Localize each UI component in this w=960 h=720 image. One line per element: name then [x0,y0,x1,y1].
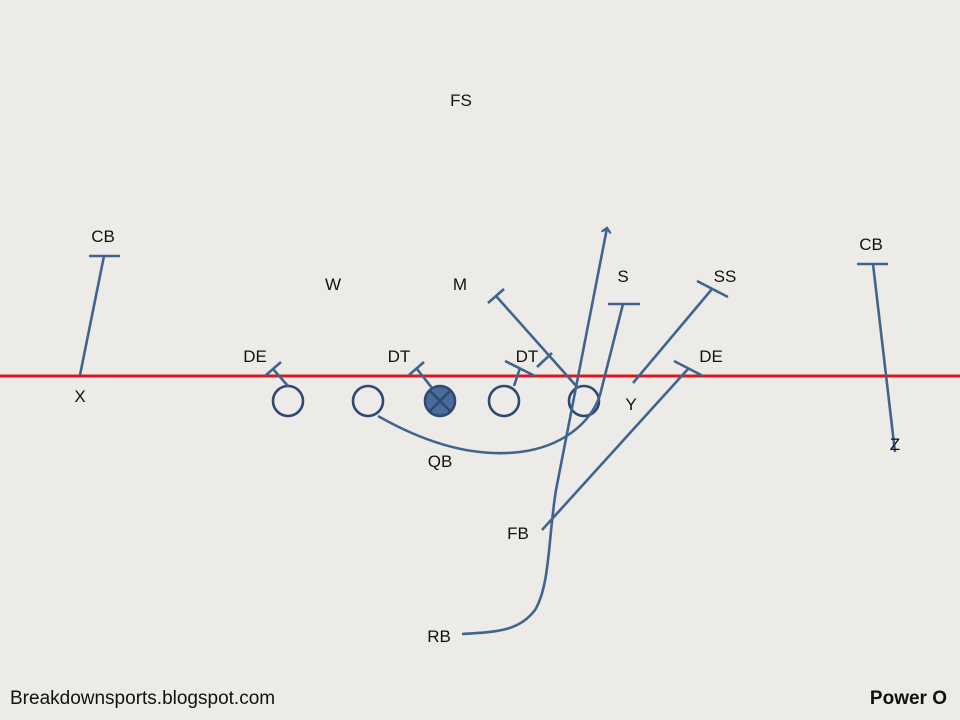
label-fs: FS [450,91,472,110]
label-rb: RB [427,627,451,646]
label-y: Y [625,395,636,414]
label-z: Z [890,435,900,454]
left-guard [351,384,385,418]
label-de-left: DE [243,347,267,366]
right-guard [487,384,521,418]
rg-block [504,359,536,387]
label-dt-left: DT [388,347,411,366]
y-block [632,279,729,384]
label-de-right: DE [699,347,723,366]
label-m: M [453,275,467,294]
center-icon [423,384,457,418]
guard-pull-route [377,302,640,455]
rb-run-arrow [461,228,607,636]
x-block [78,254,120,376]
label-fb: FB [507,524,529,543]
label-s: S [617,267,628,286]
label-dt-right: DT [516,347,539,366]
label-w: W [325,275,341,294]
label-qb: QB [428,452,453,471]
label-cb-right: CB [859,235,883,254]
lt-block [264,361,289,387]
label-ss: SS [714,267,737,286]
center-block [408,361,434,389]
fb-block [541,359,704,531]
left-tackle [271,384,305,418]
watermark: Breakdownsports.blogspot.com [10,688,276,709]
rt-block [487,288,579,389]
z-block [857,262,897,453]
label-x: X [74,387,85,406]
play-title: Power O [869,688,947,709]
label-cb-left: CB [91,227,115,246]
